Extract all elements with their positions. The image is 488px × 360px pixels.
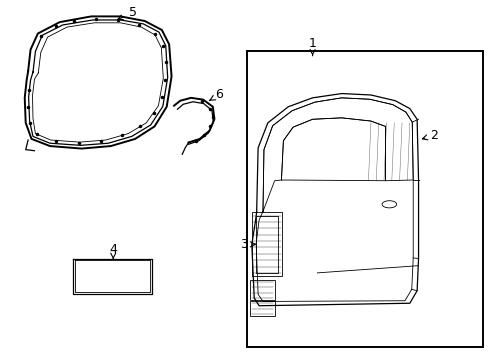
Text: 4: 4: [109, 243, 117, 259]
Bar: [246, 51, 482, 347]
Text: 6: 6: [209, 89, 223, 102]
Text: 1: 1: [308, 37, 316, 55]
Bar: [251, 212, 282, 276]
Text: 2: 2: [422, 129, 437, 142]
Bar: [250, 301, 274, 316]
Bar: [256, 216, 277, 273]
Text: 5: 5: [118, 6, 136, 20]
Bar: [250, 280, 274, 300]
Text: 3: 3: [240, 238, 255, 251]
